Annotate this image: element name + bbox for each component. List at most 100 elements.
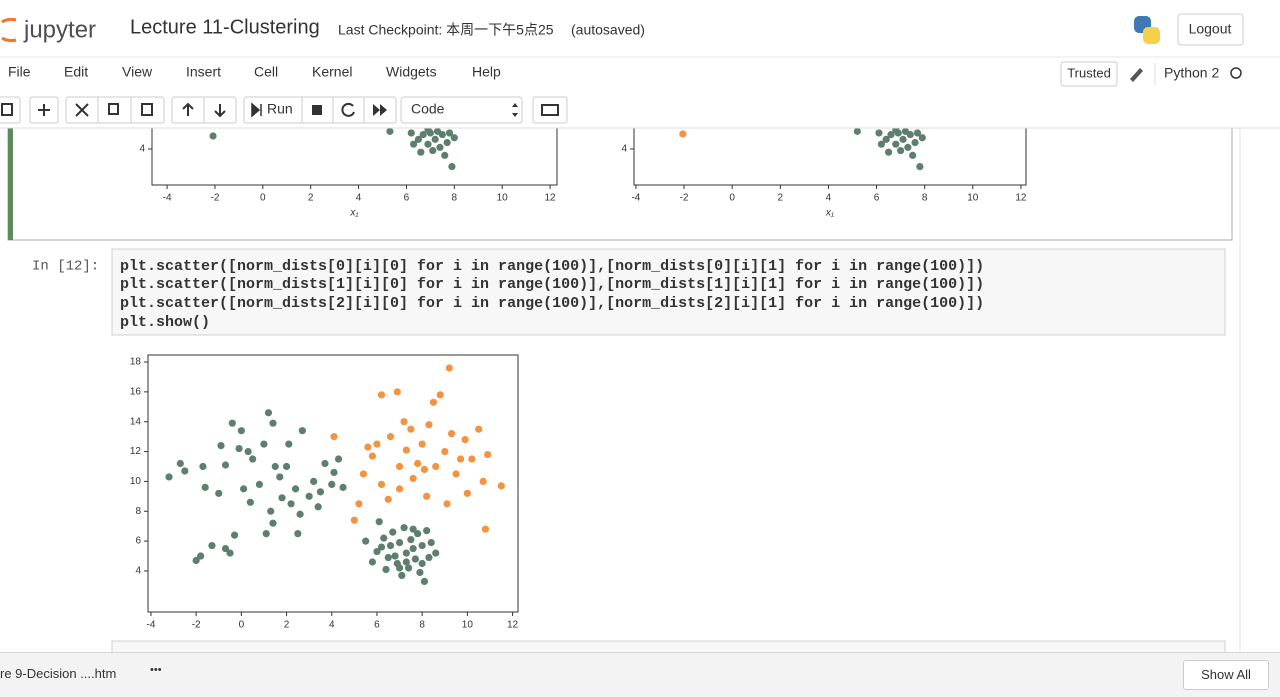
scatter-point (409, 544, 417, 553)
run-icon (251, 102, 262, 118)
header: jupyter Lecture 11-Clustering Last Check… (0, 0, 1280, 129)
menu-item[interactable]: Kernel (312, 64, 352, 80)
scatter-point (882, 135, 890, 143)
keyboard-button[interactable] (532, 96, 568, 124)
scatter-point (377, 543, 386, 551)
menu-item[interactable]: File (8, 64, 31, 80)
logo-text[interactable]: jupyter (23, 16, 96, 43)
scatter-point (441, 151, 449, 159)
scatter-point (373, 440, 381, 448)
y-tick-label: 14 (130, 416, 142, 427)
scatter-point (410, 140, 418, 148)
autosave: (autosaved) (571, 22, 645, 38)
scatter-point (461, 436, 469, 444)
scatter-point (445, 129, 454, 137)
code-line: plt.scatter([norm_dists[1][i][0] for i i… (120, 276, 984, 293)
scatter-point (364, 443, 372, 451)
x-tick-label: 4 (826, 193, 832, 204)
y-tick-label: 12 (130, 446, 142, 457)
menu-item[interactable]: Help (472, 64, 501, 80)
code-input[interactable] (111, 248, 1226, 336)
edit-buttons[interactable] (65, 96, 165, 124)
scatter-point (375, 518, 383, 526)
trusted-button[interactable] (1060, 61, 1118, 87)
scatter-point (918, 134, 926, 142)
scatter-point (904, 143, 912, 151)
show-all-button[interactable]: Show All (1183, 660, 1269, 690)
scatter-point (436, 143, 444, 151)
menu-item[interactable]: Cell (254, 64, 278, 80)
scatter-point (452, 470, 460, 478)
scatter-point (427, 539, 435, 547)
menu-item[interactable]: Insert (186, 64, 221, 80)
scatter-point (395, 462, 404, 471)
menu-item[interactable]: View (122, 64, 153, 80)
scatter-point (386, 433, 395, 441)
x-tick-label: 2 (778, 193, 784, 204)
scatter-point (429, 146, 437, 155)
scatter-point (432, 462, 440, 471)
cell-type-label[interactable]: Code (411, 101, 445, 117)
notebook-title[interactable]: Lecture 11-Clustering (130, 16, 320, 38)
scatter-point (305, 492, 313, 500)
x-tick-label: -2 (192, 620, 201, 631)
scatter-point (244, 447, 252, 456)
scatter-point (409, 525, 417, 533)
scatter-point (423, 527, 431, 535)
download-bar: re 9-Decision ....htm ••• Show All (0, 652, 1280, 697)
x-tick-label: 4 (329, 620, 335, 631)
scatter-point (468, 455, 476, 463)
scatter-point (221, 461, 230, 469)
x-tick-label: -4 (163, 193, 172, 204)
scatter-point (294, 530, 302, 538)
menu-item[interactable]: Widgets (386, 64, 437, 80)
scatter-point (276, 473, 284, 481)
kernel-indicator (1230, 67, 1242, 79)
scatter-point (165, 473, 173, 481)
selected-cell-bar (8, 100, 13, 240)
run-label[interactable]: Run (267, 101, 293, 117)
trusted-label[interactable]: Trusted (1067, 65, 1111, 80)
restart-icon (341, 102, 355, 117)
y-tick-label: 4 (621, 144, 627, 155)
scatter-point (414, 459, 422, 468)
scatter-point (362, 537, 370, 545)
scatter-point (497, 482, 505, 490)
x-axis-label: x₁ (825, 208, 834, 219)
scatter-point (181, 467, 189, 475)
scatter-point (384, 553, 392, 562)
scatter-point (411, 555, 419, 563)
menu-item[interactable]: Edit (64, 64, 88, 80)
cell-prompt: In [12]: (32, 259, 99, 275)
checkpoint: Last Checkpoint: 本周一下午5点25 (338, 22, 554, 38)
scatter-point (240, 485, 248, 493)
scatter-point (368, 452, 377, 460)
x-tick-label: 10 (462, 620, 474, 631)
scatter-point (217, 441, 225, 450)
scatter-point (314, 503, 322, 511)
y-tick-label: 18 (130, 357, 142, 368)
scatter-point (407, 536, 415, 544)
scatter-point (409, 474, 417, 483)
scatter-point (328, 480, 336, 488)
scatter-point (368, 558, 377, 566)
scatter-point (420, 465, 429, 474)
scatter-point (226, 549, 234, 557)
cell-type-select[interactable] (400, 96, 523, 124)
logout-button[interactable] (1177, 13, 1244, 46)
scatter-point (255, 480, 264, 488)
scatter-point (235, 444, 243, 453)
plus-icon (38, 104, 50, 116)
download-menu[interactable]: ••• (150, 664, 162, 676)
edit-icon[interactable] (1130, 68, 1143, 82)
scatter-point (901, 127, 910, 135)
scatter-point (197, 552, 205, 560)
x-tick-label: 10 (497, 193, 509, 204)
scatter-point (892, 140, 900, 148)
x-tick-label: 2 (308, 193, 314, 204)
down-icon (214, 104, 226, 118)
logout-label[interactable]: Logout (1189, 21, 1232, 37)
download-file[interactable]: re 9-Decision ....htm (0, 666, 117, 681)
scatter-point (475, 425, 483, 433)
